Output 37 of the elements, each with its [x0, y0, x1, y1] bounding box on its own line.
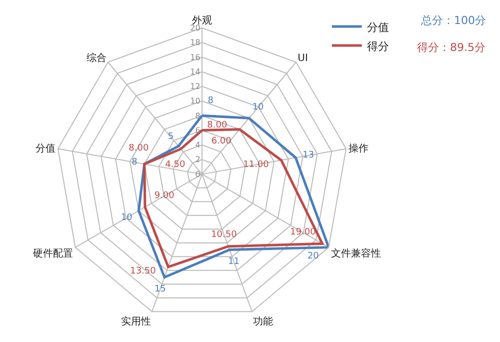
spoke-label: 外观	[192, 15, 212, 26]
data-label: 6.00	[211, 136, 232, 147]
spoke-label: 功能	[252, 316, 273, 328]
spoke-label: UI	[298, 52, 308, 64]
spoke-label: 操作	[348, 142, 369, 154]
data-label: 8	[132, 158, 138, 168]
y-tick-label: 10	[190, 96, 200, 106]
data-label: 8.00	[128, 144, 149, 154]
spoke-label: 实用性	[121, 316, 152, 328]
y-tick-label: 0	[195, 170, 200, 179]
data-label: 9.00	[154, 191, 175, 202]
data-label: 11	[228, 256, 240, 267]
data-label: 10	[120, 212, 133, 223]
data-label: 5	[168, 132, 174, 142]
y-tick-label: 12	[190, 82, 200, 92]
legend-label: 得分	[366, 40, 389, 53]
data-label: 4.50	[165, 160, 186, 170]
data-label: 11.00	[243, 160, 270, 170]
text: 总分：100分	[420, 14, 486, 27]
legend-label: 分值	[366, 20, 389, 34]
data-label: 13	[302, 150, 314, 161]
spoke-label: 综合	[86, 52, 106, 64]
data-label: 20	[307, 252, 320, 262]
y-tick-label: 18	[190, 38, 200, 48]
spoke-label: 硬件配置	[33, 248, 74, 260]
y-tick-label: 20	[190, 24, 200, 32]
data-label: 19.00	[290, 228, 316, 238]
data-label: 10.50	[211, 230, 238, 240]
data-label: 13.50	[130, 266, 156, 277]
spoke-label: 分值	[35, 142, 56, 154]
data-label: 8.00	[207, 120, 228, 131]
data-label: 8	[208, 96, 214, 106]
spoke-label: 文件兼容性	[330, 248, 381, 260]
y-tick-label: 16	[190, 52, 200, 62]
data-label: 10	[252, 102, 264, 113]
data-label: 15	[154, 284, 166, 294]
text: 得分：89.5分	[417, 41, 486, 54]
